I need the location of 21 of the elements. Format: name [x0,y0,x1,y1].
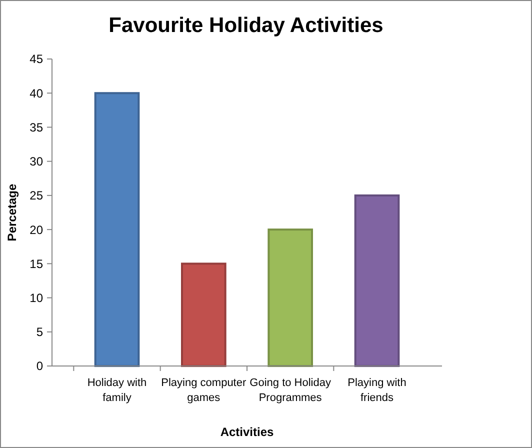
y-tick-label: 20 [30,222,44,237]
chart-title: Favourite Holiday Activities [108,14,384,37]
x-tick-label: Going to Holiday Programmes [250,377,332,404]
y-axis-title: Percetage [5,183,19,242]
bar [268,228,313,367]
y-tick-label: 30 [30,154,44,169]
bar [94,92,140,367]
y-tick-label: 15 [30,256,44,271]
y-tick-label: 5 [36,325,44,340]
x-tick-label: Holiday with family [87,377,147,404]
y-tick-label: 0 [36,359,44,374]
bar [354,194,400,367]
x-tick-label: Playing with friends [348,377,406,404]
x-tick-label: Playing computer games [161,377,246,404]
x-axis-title: Activities [220,425,274,439]
y-tick-label: 25 [30,188,44,203]
y-tick-label: 40 [30,86,44,100]
bar [181,262,226,367]
y-tick-label: 10 [30,290,44,305]
y-tick-label: 35 [30,120,44,134]
y-tick-label: 45 [30,52,44,66]
